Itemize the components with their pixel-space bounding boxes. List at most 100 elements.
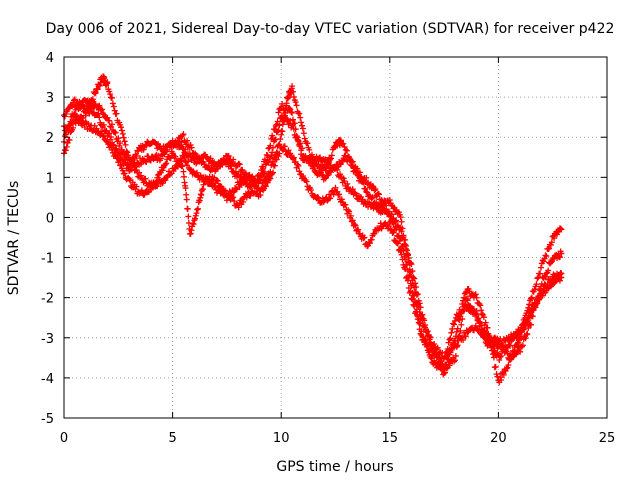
data-point <box>285 94 292 101</box>
data-point <box>147 186 154 193</box>
data-point <box>142 175 149 182</box>
data-point <box>445 351 452 358</box>
data-point <box>442 353 449 360</box>
data-point <box>121 157 128 164</box>
data-point <box>558 250 565 257</box>
data-point <box>352 222 359 229</box>
data-point <box>321 157 328 164</box>
data-point <box>69 118 76 125</box>
data-point <box>447 335 454 342</box>
x-tick-label: 0 <box>60 431 68 446</box>
data-point <box>194 169 201 176</box>
data-point <box>558 226 565 233</box>
data-point <box>349 217 356 224</box>
data-point <box>368 195 375 202</box>
data-point <box>273 121 280 128</box>
data-point <box>262 183 269 190</box>
data-point <box>527 321 534 328</box>
data-point <box>296 168 303 175</box>
y-tick-label: 2 <box>46 131 54 146</box>
data-point <box>556 277 563 284</box>
data-point <box>121 138 128 145</box>
data-point <box>390 229 397 236</box>
data-point <box>393 217 400 224</box>
data-point <box>460 336 467 343</box>
data-point <box>66 136 73 143</box>
data-point <box>107 91 114 98</box>
data-point <box>451 357 458 364</box>
data-point <box>519 342 526 349</box>
data-point <box>275 109 282 116</box>
data-point <box>235 204 242 211</box>
data-point <box>76 98 83 105</box>
data-point <box>71 96 78 103</box>
data-point <box>400 261 407 268</box>
data-point <box>270 135 277 142</box>
data-point <box>398 228 405 235</box>
data-point <box>478 307 485 314</box>
data-point <box>297 114 304 121</box>
data-point <box>342 146 349 153</box>
data-point <box>110 103 117 110</box>
data-point <box>506 336 513 343</box>
data-point <box>232 185 239 192</box>
data-point <box>335 192 342 199</box>
data-point <box>403 247 410 254</box>
data-point <box>479 310 486 317</box>
data-point <box>80 118 87 125</box>
data-point <box>118 151 125 158</box>
data-point <box>267 175 274 182</box>
data-point <box>328 152 335 159</box>
data-point <box>89 98 96 105</box>
data-point <box>341 178 348 185</box>
data-point <box>138 187 145 194</box>
data-point <box>345 153 352 160</box>
data-point <box>537 264 544 271</box>
data-point <box>371 187 378 194</box>
data-point <box>184 137 191 144</box>
data-point <box>229 195 236 202</box>
data-point <box>318 171 325 178</box>
data-point <box>108 134 115 141</box>
data-point <box>507 342 514 349</box>
data-point <box>92 89 99 96</box>
data-point <box>412 289 419 296</box>
data-point <box>230 194 237 201</box>
data-point <box>557 225 564 232</box>
data-point <box>182 146 189 153</box>
data-point <box>543 253 550 260</box>
data-point <box>508 352 515 359</box>
data-point <box>154 174 161 181</box>
data-point <box>159 167 166 174</box>
data-point <box>288 109 295 116</box>
data-point <box>394 240 401 247</box>
data-point <box>152 140 159 147</box>
data-point <box>347 212 354 219</box>
x-tick-label: 15 <box>382 431 399 446</box>
data-point <box>414 316 421 323</box>
data-point <box>92 101 99 108</box>
data-point <box>289 83 296 90</box>
data-point <box>540 285 547 292</box>
data-point <box>484 324 491 331</box>
data-point <box>289 109 296 116</box>
series-track-a <box>61 73 565 377</box>
data-point <box>397 235 404 242</box>
data-point <box>108 94 115 101</box>
data-point <box>364 189 371 196</box>
data-point <box>140 179 147 186</box>
data-point <box>297 143 304 150</box>
data-point <box>445 356 452 363</box>
data-point <box>167 155 174 162</box>
data-point <box>274 118 281 125</box>
data-point <box>404 252 411 259</box>
data-point <box>454 325 461 332</box>
data-point <box>349 186 356 193</box>
data-point <box>531 286 538 293</box>
data-point <box>188 227 195 234</box>
data-point <box>137 155 144 162</box>
data-point <box>519 325 526 332</box>
data-point <box>126 176 133 183</box>
data-point <box>327 169 334 176</box>
data-point <box>194 206 201 213</box>
